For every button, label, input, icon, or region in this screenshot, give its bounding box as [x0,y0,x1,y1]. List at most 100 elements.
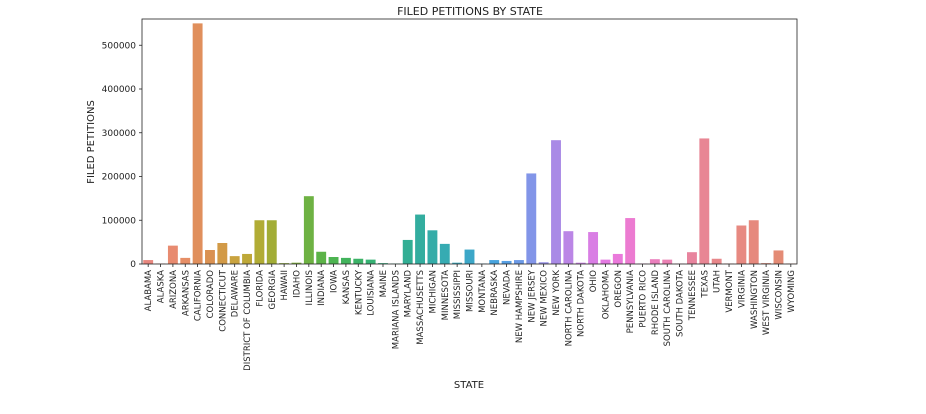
bar-rhode-island [649,259,660,264]
bar-pennsylvania [625,218,636,264]
x-tick-label: NEW JERSEY [527,269,537,322]
y-tick-label: 400000 [102,85,137,95]
bar-ohio [588,232,599,264]
x-tick-label: RHODE ISLAND [651,270,661,336]
x-tick-label: ALASKA [157,270,167,303]
bar-utah [711,258,722,264]
bar-new-hampshire [513,260,524,264]
x-tick-label: ARIZONA [169,270,179,309]
x-tick-label: WEST VIRGINIA [762,270,772,335]
x-tick-label: WASHINGTON [750,270,760,329]
x-tick-label: NORTH DAKOTA [577,270,587,337]
y-tick-label: 300000 [102,129,137,139]
y-tick-label: 500000 [102,41,137,51]
bar-idaho [291,262,302,264]
x-tick-label: PENNSYLVANIA [626,270,636,334]
x-tick-label: MINNESOTA [441,270,451,321]
bar-arkansas [180,257,191,265]
x-tick-label: LOUISIANA [367,270,377,316]
bar-iowa [328,257,339,264]
bar-west-virginia [761,263,772,265]
bar-illinois [303,196,314,264]
bar-maryland [402,239,413,264]
bar-florida [254,220,265,264]
bar-oklahoma [600,259,611,265]
x-tick-label: CALIFORNIA [194,270,204,321]
bar-california [192,23,203,265]
x-tick-label: WISCONSIN [774,270,784,320]
bar-mississippi [452,262,463,264]
bar-north-dakota [575,262,586,264]
y-tick-label: 100000 [102,216,137,226]
x-tick-label: NEW MEXICO [540,270,550,327]
x-tick-label: HAWAII [280,270,290,301]
x-tick-label: ARKANSAS [181,270,191,316]
x-tick-label: OHIO [589,270,599,293]
x-tick-label: IOWA [330,270,340,293]
x-tick-label: INDIANA [317,270,327,306]
bar-wisconsin [773,250,784,264]
x-tick-label: MARIANA ISLANDS [391,270,401,349]
x-tick-label: CONNECTICUT [218,269,228,332]
bar-washington [748,220,759,264]
x-tick-label: FLORIDA [255,270,265,307]
bar-colorado [205,250,215,264]
bar-delaware [229,256,240,265]
x-tick-label: COLORADO [206,270,216,319]
x-tick-label: NORTH CAROLINA [564,270,574,347]
x-tick-label: TENNESSEE [688,270,698,321]
x-tick-label: MISSOURI [466,270,476,312]
bar-massachusetts [415,214,426,264]
x-tick-label: SOUTH DAKOTA [676,270,686,337]
x-tick-label: VIRGINIA [737,270,747,308]
x-tick-label: VERMONT [725,269,735,312]
x-tick-label: KENTUCKY [354,269,364,315]
bar-kentucky [353,258,364,264]
bar-minnesota [439,243,450,265]
y-axis: 0 100000 200000 300000 400000 500000 [102,41,142,270]
x-tick-label: MASSACHUSETTS [416,270,426,345]
x-tick-label: UTAH [713,270,723,293]
bar-missouri [464,249,475,264]
bar-virginia [736,225,747,264]
plot-frame [141,18,798,265]
x-tick-label: SOUTH CAROLINA [663,270,673,347]
x-tick-label: NEBRASKA [490,270,500,316]
x-tick-label: KANSAS [342,270,352,304]
x-tick-label: NEVADA [503,270,513,305]
x-tick-label: IDAHO [292,270,302,298]
x-tick-label: MONTANA [478,270,488,313]
bar-louisiana [365,259,376,265]
x-tick-label: MISSISSIPPI [453,270,463,319]
bars-group [143,23,796,265]
x-tick-label: MAINE [379,270,389,297]
x-tick-label: NEW YORK [552,270,562,316]
x-tick-label: PUERTO RICO [639,270,649,328]
x-tick-label: OKLAHOMA [601,270,611,319]
bar-arizona [167,245,178,265]
bar-michigan [427,230,438,264]
x-tick-label: OREGON [614,270,624,308]
x-tick-label: WYOMING [787,270,797,313]
y-axis-label: FILED PETITIONS [86,100,97,184]
bar-north-carolina [563,231,574,264]
bar-alabama [143,260,154,264]
bar-tennessee [687,252,697,264]
bar-nebraska [489,260,500,264]
bar-kansas [340,257,351,265]
x-tick-label: TEXAS [700,270,710,299]
bar-maine [378,263,388,265]
x-tick-label: ALABAMA [144,270,154,312]
bar-nevada [501,260,512,264]
chart-title: FILED PETITIONS BY STATE [397,5,543,18]
bar-georgia [266,220,277,264]
bar-indiana [316,251,327,264]
x-tick-label: NEW HAMPSHIRE [515,270,525,343]
x-tick-label: ILLINOIS [305,270,315,305]
bar-connecticut [217,243,228,264]
y-tick-label: 0 [130,260,136,270]
bar-hawaii [279,263,290,265]
x-tick-label: DISTRICT OF COLUMBIA [243,270,253,371]
bar-texas [699,138,710,264]
